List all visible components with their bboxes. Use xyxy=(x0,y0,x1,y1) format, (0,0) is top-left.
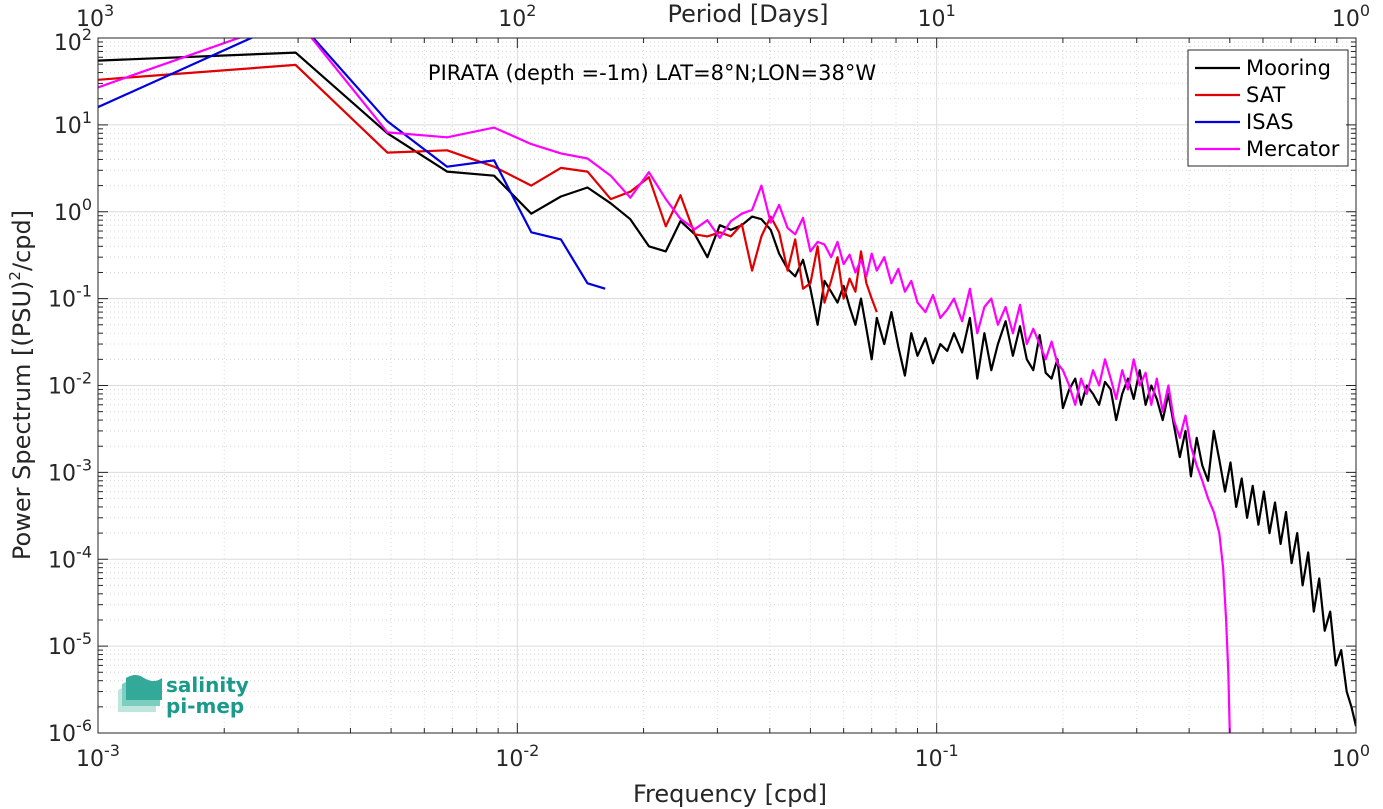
top-axis-label: Period [Days] xyxy=(667,0,828,28)
axis-ticks xyxy=(97,37,1357,734)
y-tick-label: 10-2 xyxy=(48,369,92,400)
series-line-isas xyxy=(98,38,606,290)
y-tick-label: 10-1 xyxy=(48,282,92,313)
y-tick-label: 10-3 xyxy=(48,455,92,486)
y-tick-label: 10-5 xyxy=(48,629,92,660)
series-line-mooring xyxy=(98,51,1356,727)
x-axis-label: Frequency [cpd] xyxy=(633,780,827,808)
legend-label-isas: ISAS xyxy=(1246,110,1294,134)
top-tick-label: 103 xyxy=(76,1,114,32)
chart-title: PIRATA (depth =-1m) LAT=8°N;LON=38°W xyxy=(428,61,876,85)
series-line-mercator xyxy=(98,38,1231,733)
y-tick-label: 10-4 xyxy=(48,542,92,573)
y-tick-label: 102 xyxy=(54,25,92,56)
legend-label-sat: SAT xyxy=(1246,83,1285,107)
y-tick-label: 10-6 xyxy=(48,716,92,747)
top-tick-label: 100 xyxy=(1332,1,1370,32)
logo-text-pi-mep: pi-mep xyxy=(166,694,244,718)
legend: Mooring SAT ISAS Mercator xyxy=(1187,49,1349,167)
y-axis-label-tail: /cpd] xyxy=(8,210,36,271)
x-tick-label: 10-1 xyxy=(915,741,959,772)
legend-box xyxy=(1187,49,1349,167)
y-tick-label: 101 xyxy=(54,108,92,139)
y-axis-label: Power Spectrum [(PSU)2/cpd] xyxy=(6,210,36,560)
x-tick-label: 10-3 xyxy=(76,741,120,772)
logo-mark-icon xyxy=(118,675,162,712)
top-tick-label: 101 xyxy=(918,1,956,32)
salinity-pi-mep-logo: salinity pi-mep xyxy=(118,673,249,718)
series-layer xyxy=(98,38,1356,733)
x-tick-label: 100 xyxy=(1332,741,1370,772)
y-tick-label: 100 xyxy=(54,195,92,226)
top-tick-label: 102 xyxy=(498,1,536,32)
series-line-sat xyxy=(98,63,878,313)
legend-label-mooring: Mooring xyxy=(1246,56,1331,80)
x-tick-label: 10-2 xyxy=(495,741,539,772)
y-axis-label-superscript: 2 xyxy=(6,271,24,281)
logo-text-salinity: salinity xyxy=(166,673,249,697)
legend-label-mercator: Mercator xyxy=(1246,137,1340,161)
